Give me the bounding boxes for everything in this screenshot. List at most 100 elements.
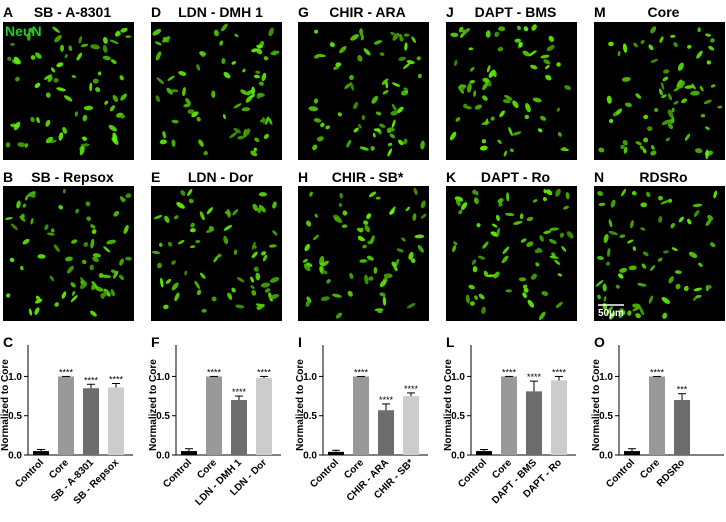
neuron [387, 142, 393, 147]
neuron [637, 282, 647, 287]
neuron [677, 62, 684, 71]
neuron [213, 29, 219, 37]
neuron [635, 93, 642, 99]
neuron [24, 143, 29, 148]
neuron [316, 136, 324, 142]
neuron [366, 255, 374, 261]
neuron [268, 27, 274, 37]
neuron [398, 56, 406, 61]
neuron [373, 128, 381, 132]
neuron [206, 207, 213, 215]
neuron [20, 265, 24, 271]
neuron [494, 31, 500, 38]
neuron [10, 43, 15, 46]
neuron [56, 62, 64, 68]
neuron [659, 36, 664, 43]
bar [256, 378, 272, 455]
significance: **** [84, 375, 99, 385]
error-bar [87, 383, 95, 389]
neuron [379, 280, 387, 288]
neuron [603, 233, 609, 243]
neuron [408, 251, 414, 260]
neuron [705, 33, 712, 37]
x-tick-label: Control [456, 457, 489, 490]
neuron [546, 189, 553, 196]
neuron [452, 245, 457, 253]
micrograph [3, 22, 134, 160]
neuron [618, 311, 624, 319]
neuron [254, 137, 260, 143]
y-tick-label: 1.0 [451, 372, 465, 383]
neuron [481, 306, 486, 315]
panel-letter: F [151, 334, 160, 350]
neuron [92, 78, 99, 84]
neuron [368, 276, 374, 281]
neuron [663, 69, 670, 74]
panel-letter: E [151, 169, 160, 185]
error-bar [555, 375, 563, 381]
neuron [396, 248, 404, 253]
neuron [226, 208, 231, 218]
neuron [154, 41, 162, 46]
neuron [83, 242, 89, 247]
neuron [363, 220, 369, 225]
neuron [333, 65, 340, 70]
neuron [331, 293, 342, 298]
neuron [199, 211, 205, 221]
neuron [615, 284, 620, 289]
neuron [420, 200, 426, 209]
neuron [469, 301, 475, 306]
neuron [263, 56, 269, 61]
neuron [263, 133, 269, 139]
neuron [502, 246, 510, 255]
neuron [695, 294, 702, 299]
neuron [713, 190, 718, 199]
neuron [205, 228, 215, 233]
neuron [619, 234, 626, 239]
bar [378, 410, 394, 455]
neuron [687, 218, 692, 225]
neuron [542, 196, 547, 202]
neuron [684, 85, 694, 89]
neuron [71, 75, 77, 78]
neuron [322, 270, 328, 275]
neuron [45, 136, 54, 144]
neuron [453, 241, 458, 245]
neuron [22, 203, 27, 208]
neuron [492, 69, 497, 78]
neuron [358, 237, 366, 242]
neuron [642, 251, 649, 257]
neuron [258, 81, 264, 86]
neuron [196, 289, 202, 296]
neuron [211, 296, 217, 302]
neuron [211, 90, 216, 99]
y-tick-label: 0.5 [8, 411, 22, 422]
neuron [257, 92, 265, 98]
neuron [669, 34, 676, 38]
neuron [522, 284, 528, 289]
neuron [630, 220, 634, 229]
neuron [670, 222, 675, 229]
neuron [474, 104, 482, 110]
neuron [375, 111, 382, 116]
neuron [628, 265, 637, 271]
neuron [312, 144, 318, 151]
neuron [166, 87, 173, 95]
neuron [54, 302, 59, 307]
y-tick-label: 1.0 [303, 372, 317, 383]
neuron [30, 218, 34, 225]
neuron [62, 188, 66, 194]
neuron [473, 197, 479, 205]
neuron [353, 101, 359, 110]
neuron [370, 235, 375, 244]
neuron [647, 126, 653, 132]
neuron [608, 41, 614, 47]
neuron [458, 210, 463, 215]
neuron [64, 53, 68, 59]
neuron [120, 114, 125, 119]
neuron [566, 231, 574, 239]
neuron [308, 106, 319, 112]
neuron [58, 132, 64, 141]
neuron [411, 36, 416, 43]
